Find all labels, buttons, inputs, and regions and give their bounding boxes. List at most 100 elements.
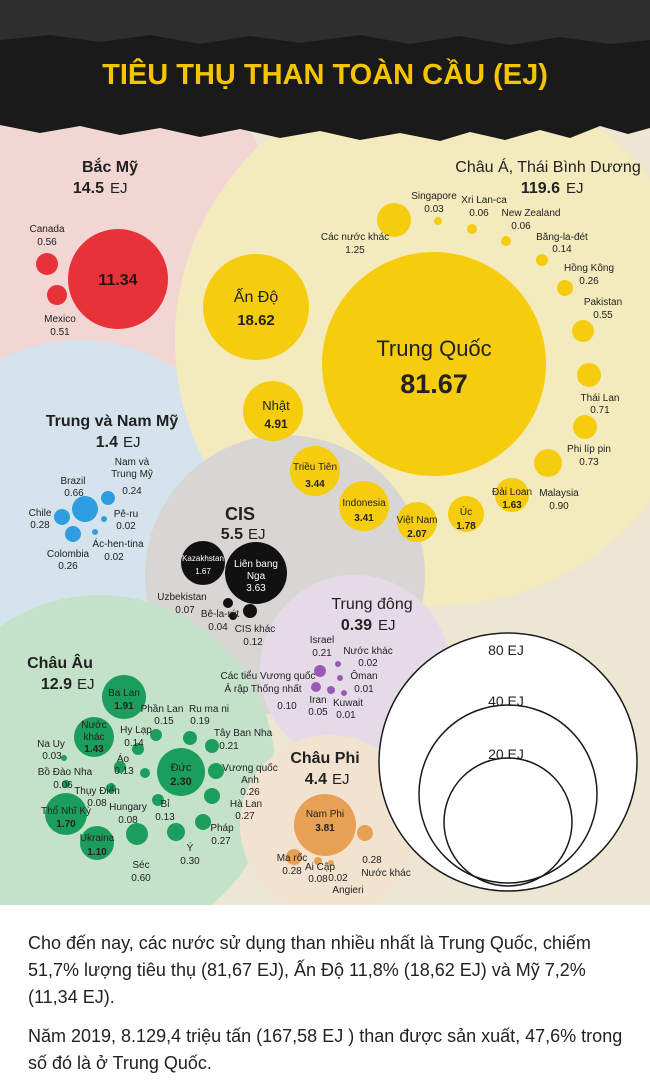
south-america-total: 1.4 <box>96 434 118 451</box>
asia-pacific-unit: EJ <box>566 180 584 197</box>
taiwan-value: 1.63 <box>502 500 522 511</box>
taiwan-label: Đài Loan <box>492 487 532 498</box>
africa-unit: EJ <box>332 771 350 788</box>
europe-other-label-1: Nước <box>81 720 106 731</box>
canada-label: Canada <box>29 224 64 235</box>
legend-40-circle <box>418 704 598 884</box>
vietnam-value: 2.07 <box>407 529 427 540</box>
uae-label-1: Các tiểu Vương quốc <box>221 670 316 682</box>
egypt-label: Ai Cập <box>305 862 335 873</box>
czech-value: 0.60 <box>131 873 151 884</box>
north-america-unit: EJ <box>110 180 128 197</box>
korea-value: 3.44 <box>305 479 325 490</box>
africa-other-value: 0.28 <box>362 855 382 866</box>
australia-bubble <box>448 496 484 532</box>
netherlands-bubble <box>204 788 220 804</box>
me-other-bubble <box>335 661 341 667</box>
asia-other-label: Các nước khác <box>321 232 389 243</box>
cis-name: CIS <box>225 504 255 524</box>
thailand-bubble <box>577 363 601 387</box>
north-america-total: 14.5 <box>73 180 104 197</box>
russia-label-1: Liên bang <box>234 559 278 570</box>
kazakhstan-label: Kazakhstan <box>182 554 224 563</box>
central-america-other-label-1: Nam và <box>115 457 150 468</box>
mexico-label: Mexico <box>44 314 76 325</box>
me-other-value: 0.02 <box>358 658 378 669</box>
taiwan-bubble <box>495 478 529 512</box>
belgium-value: 0.13 <box>155 812 175 823</box>
uk-value: 0.26 <box>240 787 260 798</box>
newzealand-bubble <box>501 236 511 246</box>
morocco-label: Ma rốc <box>277 852 308 864</box>
asia-pacific-name: Châu Á, Thái Bình Dương <box>455 157 640 176</box>
colombia-bubble <box>65 526 81 542</box>
greece-bubble <box>132 743 144 755</box>
japan-value: 4.91 <box>264 417 288 431</box>
belarus-label: Bê-la-rút <box>201 609 240 620</box>
mexico-value: 0.51 <box>50 327 70 338</box>
finland-bubble <box>150 729 162 741</box>
uk-label-2: Anh <box>241 775 259 786</box>
uk-label-1: Vương quốc <box>222 762 278 774</box>
caption: Cho đến nay, các nước sử dụng than nhiều… <box>28 930 628 1089</box>
russia-bubble <box>225 542 287 604</box>
sweden-value: 0.08 <box>87 798 107 809</box>
india-bubble <box>203 254 309 360</box>
germany-value: 2.30 <box>170 776 191 788</box>
austria-bubble <box>114 761 126 773</box>
algeria-value: 0.02 <box>328 873 348 884</box>
chile-label: Chile <box>29 508 52 519</box>
netherlands-label: Hà Lan <box>230 799 262 810</box>
indonesia-value: 3.41 <box>354 513 374 524</box>
israel-value: 0.21 <box>312 648 332 659</box>
romania-label: Ru ma ni <box>189 704 229 715</box>
africa-other-bubble <box>357 825 373 841</box>
legend-20-label: 20 EJ <box>488 746 524 762</box>
north-america-name: Bắc Mỹ <box>82 157 138 176</box>
central-america-other-bubble <box>101 491 115 505</box>
turkey-bubble <box>45 793 87 835</box>
philippines-value: 0.73 <box>579 457 599 468</box>
turkey-value: 1.70 <box>56 819 76 830</box>
asia-pacific-total: 119.6 <box>521 180 560 197</box>
norway-value: 0.03 <box>42 751 62 762</box>
hongkong-bubble <box>557 280 573 296</box>
europe-total: 12.9 <box>41 676 72 693</box>
algeria-label: Angieri <box>332 885 363 896</box>
us-value: 11.34 <box>98 272 137 289</box>
uzbekistan-label: Uzbekistan <box>157 592 206 603</box>
china-label: Trung Quốc <box>376 336 491 361</box>
czech-bubble <box>126 823 148 845</box>
malaysia-value: 0.90 <box>549 501 569 512</box>
mexico-bubble <box>47 285 67 305</box>
belgium-bubble <box>152 794 164 806</box>
central-america-other-value: 0.24 <box>122 486 142 497</box>
me-other-label: Nước khác <box>343 646 392 657</box>
peru-bubble <box>101 516 107 522</box>
france-bubble <box>195 814 211 830</box>
middle-east-total: 0.39 <box>341 617 372 634</box>
vietnam-label: Việt Nam <box>397 515 438 526</box>
poland-label: Ba Lan <box>108 688 140 699</box>
romania-value: 0.19 <box>190 716 210 727</box>
uzbekistan-value: 0.07 <box>175 605 195 616</box>
turkey-label: Thổ Nhĩ Kỳ <box>41 805 91 817</box>
hungary-value: 0.08 <box>118 815 138 826</box>
peru-label: Pê-ru <box>114 509 138 520</box>
peru-value: 0.02 <box>116 521 136 532</box>
morocco-value: 0.28 <box>282 866 302 877</box>
poland-bubble <box>102 675 146 719</box>
kuwait-bubble <box>341 690 347 696</box>
norway-bubble <box>61 755 67 761</box>
belgium-label: Bỉ <box>161 798 171 810</box>
philippines-bubble <box>573 415 597 439</box>
iran-value: 0.05 <box>308 707 328 718</box>
cis-unit: EJ <box>248 526 266 543</box>
indonesia-label: Indonesia <box>342 498 386 509</box>
newzealand-label: New Zealand <box>502 208 561 219</box>
europe-other-bubble <box>74 717 114 757</box>
uzbekistan-bubble <box>223 598 233 608</box>
africa-total: 4.4 <box>305 771 327 788</box>
belarus-value: 0.04 <box>208 622 228 633</box>
korea-bubble <box>290 446 340 496</box>
